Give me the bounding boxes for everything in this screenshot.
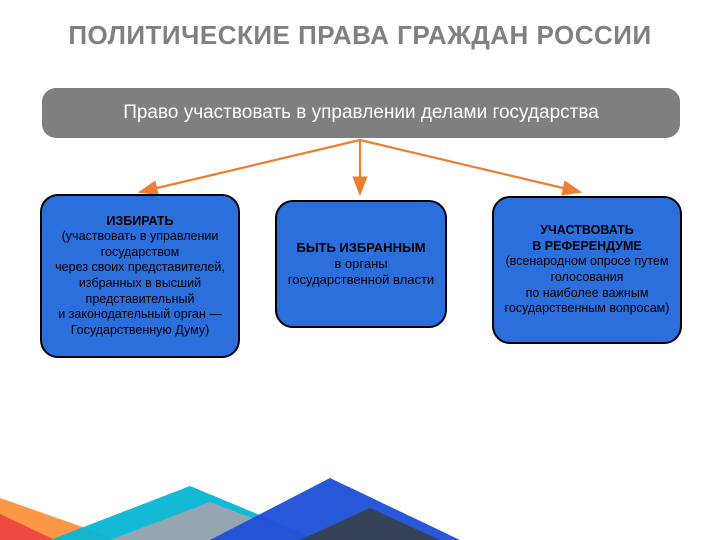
box-mid-content: БЫТЬ ИЗБРАННЫМ в органы государственной … (283, 240, 439, 289)
top-pill-label: Право участвовать в управлении делами го… (123, 102, 599, 124)
diagram-root: ПОЛИТИЧЕСКИЕ ПРАВА ГРАЖДАН РОССИИ Право … (0, 0, 720, 540)
footer-accent (0, 468, 720, 540)
box-right-body: (всенародном опросе путем голосованияпо … (505, 254, 670, 315)
box-mid: БЫТЬ ИЗБРАННЫМ в органы государственной … (275, 200, 447, 328)
box-right-head: УЧАСТВОВАТЬВ РЕФЕРЕНДУМЕ (500, 223, 674, 254)
box-right: УЧАСТВОВАТЬВ РЕФЕРЕНДУМЕ (всенародном оп… (492, 196, 682, 344)
box-left-body: (участвовать в управлении государствомче… (55, 229, 225, 337)
page-title: ПОЛИТИЧЕСКИЕ ПРАВА ГРАЖДАН РОССИИ (0, 20, 720, 51)
box-left-content: ИЗБИРАТЬ (участвовать в управлении госуд… (48, 214, 232, 339)
box-left-head: ИЗБИРАТЬ (48, 214, 232, 230)
top-pill: Право участвовать в управлении делами го… (42, 88, 680, 138)
box-right-content: УЧАСТВОВАТЬВ РЕФЕРЕНДУМЕ (всенародном оп… (500, 223, 674, 317)
box-mid-head: БЫТЬ ИЗБРАННЫМ (283, 240, 439, 256)
box-left: ИЗБИРАТЬ (участвовать в управлении госуд… (40, 194, 240, 358)
box-mid-body: в органы государственной власти (288, 256, 434, 287)
